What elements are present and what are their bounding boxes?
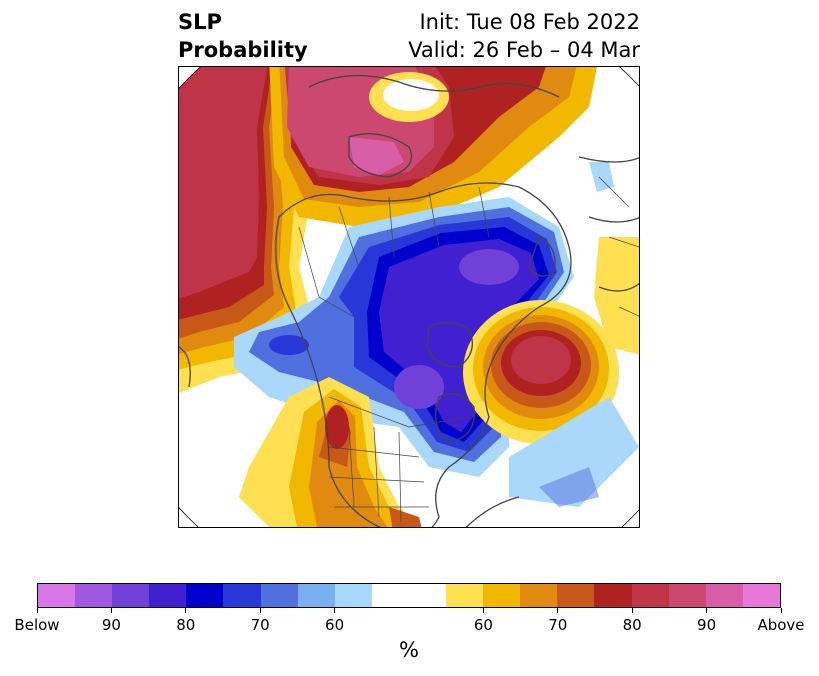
above-sw-rust	[389, 507, 424, 527]
title-right: Init: Tue 08 Feb 2022 Valid: 26 Feb – 04…	[408, 8, 640, 64]
above-north-white-core	[383, 79, 439, 111]
above-wna-red	[325, 405, 349, 449]
below-core-south	[394, 365, 444, 409]
colorbar-segment	[297, 584, 335, 607]
colorbar-tick-label: Below	[14, 616, 60, 634]
below-west-blob	[269, 335, 309, 355]
colorbar-unit: %	[399, 638, 419, 662]
colorbar-segment	[112, 584, 150, 607]
colorbar-tick-label: 70	[548, 616, 568, 634]
colorbar-tick-mark	[482, 608, 484, 613]
colorbar-tick-mark	[259, 608, 261, 613]
colorbar-segment	[149, 584, 187, 607]
colorbar-segment	[557, 584, 595, 607]
colorbar-segment	[38, 584, 76, 607]
title-left: SLP Probability	[178, 8, 308, 64]
colorbar-segment	[186, 584, 224, 607]
colorbar-tick-label: 90	[697, 616, 717, 634]
colorbar-tick-label: 60	[325, 616, 345, 634]
init-date: Init: Tue 08 Feb 2022	[419, 10, 640, 34]
colorbar-segment	[668, 584, 706, 607]
colorbar-segment	[75, 584, 113, 607]
colorbar-segment	[594, 584, 632, 607]
above-ne-yellow	[594, 237, 639, 357]
below-core-north	[459, 249, 519, 285]
colorbar-segment	[446, 584, 484, 607]
colorbar-tick-label: 80	[622, 616, 642, 634]
probability-map	[179, 67, 639, 527]
colorbar-tick-mark	[185, 608, 187, 613]
colorbar-tick-mark	[110, 608, 112, 613]
colorbar-segment	[483, 584, 521, 607]
colorbar-tick-label: 70	[250, 616, 270, 634]
below-atl-pale	[509, 397, 639, 507]
colorbar-tick-label: Above	[757, 616, 805, 634]
colorbar-tick-mark	[631, 608, 633, 613]
colorbar-tick-mark	[334, 608, 336, 613]
valid-range: Valid: 26 Feb – 04 Mar	[408, 38, 640, 62]
colorbar-segment	[742, 584, 780, 607]
colorbar-tick-mark	[780, 608, 782, 613]
colorbar-tick-mark	[706, 608, 708, 613]
colorbar-segment	[260, 584, 298, 607]
colorbar-segment	[334, 584, 372, 607]
above-west-crimson	[179, 67, 269, 302]
colorbar-segment	[705, 584, 743, 607]
above-north-magenta	[349, 137, 404, 175]
title-variable: SLP	[178, 10, 222, 34]
colorbar-tick-label: 80	[176, 616, 196, 634]
colorbar-segment	[371, 584, 409, 607]
colorbar	[37, 583, 781, 608]
colorbar-segment	[631, 584, 669, 607]
colorbar-tick-mark	[36, 608, 38, 613]
colorbar-tick-mark	[557, 608, 559, 613]
colorbar-segment	[223, 584, 261, 607]
borders	[298, 176, 639, 523]
title-product: Probability	[178, 38, 308, 62]
colorbar-segment	[520, 584, 558, 607]
above-atl-crimson	[511, 336, 571, 384]
below-ne-pale	[589, 162, 614, 192]
colorbar-tick-label: 60	[473, 616, 493, 634]
below-core	[379, 239, 539, 432]
colorbar-segment	[408, 584, 447, 607]
colorbar-tick-label: 90	[101, 616, 121, 634]
below-atl-light	[539, 467, 599, 507]
coastlines	[179, 74, 639, 527]
map-panel	[178, 66, 640, 528]
